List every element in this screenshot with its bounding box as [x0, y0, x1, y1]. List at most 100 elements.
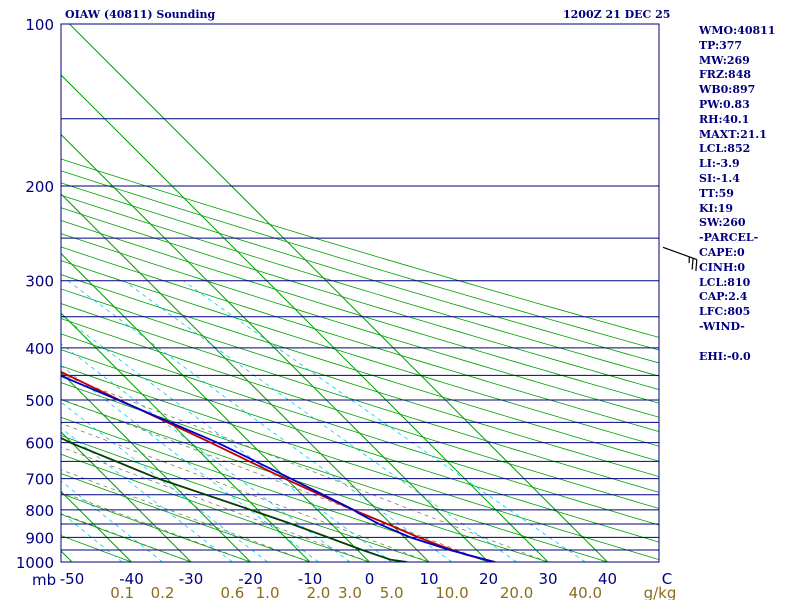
dry-adiabat [61, 493, 252, 562]
stat-item: RH:40.1 [699, 112, 750, 126]
dry-adiabat [61, 365, 659, 561]
pressure-unit: mb [32, 571, 56, 589]
pressure-tick-label: 1000 [16, 554, 54, 572]
pressure-tick-label: 700 [25, 471, 54, 489]
temperature-tick-label: 0 [365, 570, 375, 588]
dry-adiabat [61, 170, 659, 351]
dry-adiabat [61, 349, 659, 543]
stat-item: CAP:2.4 [699, 290, 748, 304]
dry-adiabat [61, 288, 659, 478]
mixing-ratio-tick-label: 10.0 [435, 584, 468, 600]
plot-frame [60, 23, 660, 563]
pressure-tick-label: 300 [25, 273, 54, 291]
dry-adiabat [61, 182, 659, 364]
stat-item: TP:377 [699, 38, 743, 52]
mixing-ratio-tick-label: 3.0 [338, 584, 362, 600]
moist-adiabat [61, 422, 430, 562]
temperature-tick-label: -50 [60, 570, 85, 588]
stat-item: LCL:852 [699, 142, 751, 156]
stat-item: CINH:0 [699, 260, 746, 274]
dry-adiabat [61, 435, 431, 562]
stat-item [699, 335, 775, 350]
pressure-tick-label: 500 [25, 392, 54, 410]
dry-adiabat [61, 535, 133, 562]
isotherm [61, 371, 251, 562]
dry-adiabat [61, 207, 659, 390]
temperature-tick-label: -20 [238, 570, 263, 588]
temperature-unit: C [662, 570, 672, 588]
mixing-ratio-line [123, 280, 517, 562]
mixing-ratio-tick-label: 40.0 [569, 584, 602, 600]
stat-item: SI:-1.4 [699, 171, 740, 185]
stat-item: PW:0.83 [699, 97, 750, 111]
mixing-ratio-tick-label: 5.0 [380, 584, 404, 600]
stat-item: CAPE:0 [699, 245, 745, 259]
temperature-tick-label: -30 [179, 570, 204, 588]
dry-adiabat [61, 194, 659, 377]
moist-adiabat [61, 446, 370, 562]
stat-item: TT:59 [699, 186, 734, 200]
temperature-tick-label: 40 [598, 570, 617, 588]
mixing-ratio-line [61, 365, 319, 562]
dry-adiabat [61, 453, 371, 562]
temperature-tick-label: 20 [479, 570, 498, 588]
stats-panel: WMO:40811 TP:377 MW:269 FRZ:848 WB0:897 PW:0.… [699, 24, 775, 364]
pressure-tick-label: 600 [25, 435, 54, 453]
dry-adiabat [61, 303, 659, 493]
mixing-ratio-tick-label: 20.0 [500, 584, 533, 600]
stat-item: LCL:810 [699, 275, 751, 289]
dry-adiabat [61, 318, 659, 509]
temperature-tick-label: 10 [419, 570, 438, 588]
mixing-ratio-line [67, 280, 453, 562]
stat-item: KI:19 [699, 201, 734, 215]
mixing-ratio-tick-label: 1.0 [256, 584, 280, 600]
dry-adiabat [61, 333, 659, 526]
dry-adiabat [61, 260, 659, 447]
pressure-tick-label: 100 [25, 16, 54, 34]
temperature-profile [61, 370, 496, 562]
isotherm [0, 24, 13, 562]
stat-item: MAXT:21.1 [699, 127, 767, 141]
temperature-tick-label: -10 [298, 570, 323, 588]
pressure-tick-label: 200 [25, 178, 54, 196]
chart-title: OIAW (40811) Sounding [65, 8, 216, 21]
stat-item: LFC:805 [699, 305, 751, 319]
dry-adiabat [61, 158, 659, 338]
stat-item: MW:269 [699, 53, 750, 67]
isotherm [61, 193, 430, 562]
stat-item: SW:260 [699, 216, 746, 230]
dewpoint-profile [61, 436, 408, 562]
isotherm [61, 431, 192, 562]
temperature-tick-label: 30 [538, 570, 557, 588]
pressure-tick-label: 400 [25, 340, 54, 358]
stat-item: WB0:897 [699, 83, 756, 97]
dry-adiabat [61, 473, 312, 562]
stat-item: -PARCEL- [699, 231, 759, 245]
mixing-ratio-tick-label: 0.1 [110, 584, 134, 600]
stat-item: FRZ:848 [699, 68, 752, 82]
isotherm [61, 490, 132, 562]
mixing-ratio-unit: g/kg [644, 584, 677, 600]
isotherm [61, 74, 549, 562]
dry-adiabat [61, 399, 550, 562]
pressure-tick-label: 800 [25, 502, 54, 520]
stat-item: EHI:-0.0 [699, 349, 751, 363]
mixing-ratio-line [61, 343, 351, 562]
parcel-profile [61, 374, 495, 562]
wind-barb-feather [691, 258, 694, 270]
isotherm [61, 252, 370, 562]
temperature-tick-label: -40 [119, 570, 144, 588]
mixing-ratio-tick-label: 0.2 [151, 584, 175, 600]
mixing-ratio-tick-label: 0.6 [220, 584, 244, 600]
wind-barb-feather [695, 259, 698, 271]
pressure-tick-label: 900 [25, 529, 54, 547]
stat-item: LI:-3.9 [699, 157, 740, 171]
dry-adiabat [61, 233, 659, 418]
dry-adiabat [61, 274, 659, 462]
stat-item: -WIND- [699, 319, 745, 333]
isotherm [61, 312, 311, 562]
wind-barb-staff [662, 246, 698, 261]
isotherm [61, 133, 489, 562]
mixing-ratio-tick-label: 2.0 [307, 584, 331, 600]
